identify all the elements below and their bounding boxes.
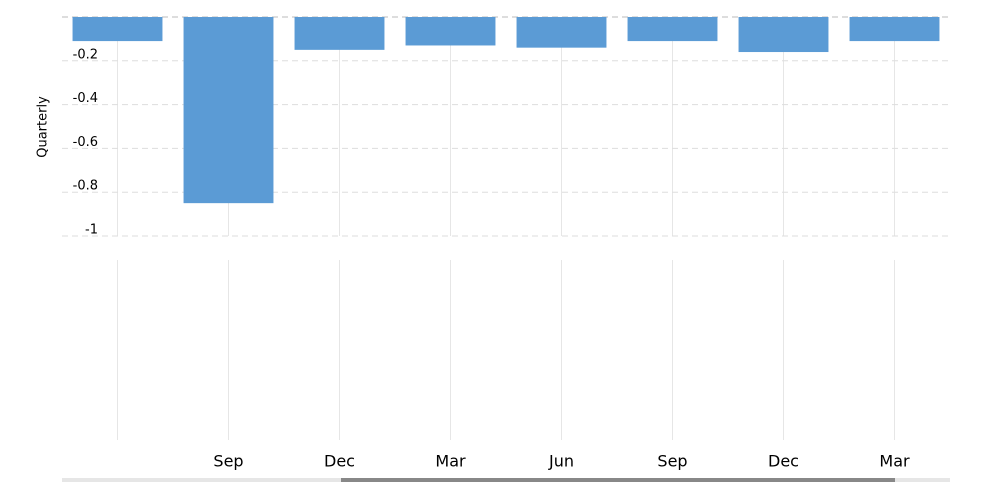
scrollbar-thumb[interactable]	[341, 478, 895, 482]
x-tick-label: Mar	[879, 452, 910, 471]
bar	[294, 17, 385, 50]
x-tick-label: Sep	[657, 452, 687, 471]
bar	[72, 17, 163, 42]
x-tick-label: Sep	[213, 452, 243, 471]
x-tick-label: Dec	[768, 452, 799, 471]
x-tick-label: Dec	[324, 452, 355, 471]
y-axis-label: Quarterly	[36, 96, 51, 158]
x-tick-label: Jun	[548, 452, 574, 471]
bar	[405, 17, 496, 46]
y-tick-label: -0.6	[73, 135, 98, 150]
bar	[849, 17, 940, 42]
x-tick-label: Mar	[435, 452, 466, 471]
bar	[183, 17, 274, 204]
bar	[738, 17, 829, 53]
y-tick-label: -0.2	[73, 47, 98, 62]
bar	[627, 17, 718, 42]
bar	[516, 17, 607, 48]
y-tick-label: -0.8	[73, 179, 98, 194]
y-tick-label: -1	[85, 223, 98, 238]
y-tick-label: -0.4	[73, 91, 98, 106]
